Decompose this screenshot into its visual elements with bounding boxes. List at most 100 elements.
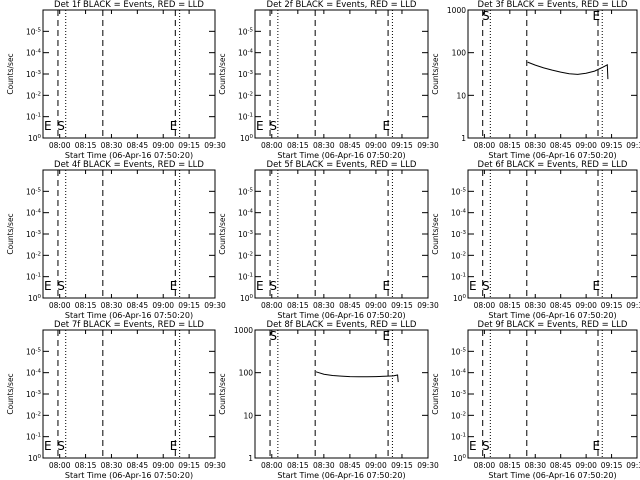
x-tick-label: 09:00 bbox=[152, 461, 174, 470]
y-tick-label: 10-1 bbox=[238, 113, 253, 122]
y-tick-label: 10-5 bbox=[26, 347, 42, 356]
y-tick-label: 10-1 bbox=[451, 273, 466, 282]
start-marker: S bbox=[57, 439, 65, 453]
panel-title: Det 7f BLACK = Events, RED = LLD bbox=[54, 320, 204, 330]
y-axis-label: Counts/sec bbox=[431, 373, 440, 414]
y-tick-label: 10-3 bbox=[238, 70, 254, 79]
plot-frame bbox=[42, 169, 216, 299]
plot-frame bbox=[467, 9, 638, 139]
y-tick-label: 10-5 bbox=[238, 187, 254, 196]
y-axis-label: Counts/sec bbox=[6, 53, 15, 94]
detector-panel: Det 8f BLACK = Events, RED = LLD 08:00 08:… bbox=[218, 320, 439, 480]
end-marker: E bbox=[170, 439, 178, 453]
y-axis-label: Counts/sec bbox=[431, 53, 440, 94]
x-tick-label: 08:45 bbox=[550, 301, 572, 310]
y-tick-label: 100 bbox=[453, 454, 467, 463]
end-marker: E bbox=[170, 279, 178, 293]
y-tick-label: 10-4 bbox=[26, 209, 42, 218]
end-marker: E bbox=[593, 9, 601, 23]
detector-panel: Det 4f BLACK = Events, RED = LLD 08:00 08:… bbox=[6, 160, 226, 320]
edge-marker: E bbox=[256, 279, 264, 293]
x-tick-label: 09:30 bbox=[417, 141, 439, 150]
x-tick-label: 08:15 bbox=[499, 461, 521, 470]
x-tick-label: 09:00 bbox=[575, 461, 597, 470]
x-tick-label: 08:45 bbox=[339, 141, 361, 150]
y-axis-label: Counts/sec bbox=[218, 373, 227, 414]
x-tick-label: 09:00 bbox=[152, 141, 174, 150]
y-tick-label: 10-3 bbox=[238, 230, 254, 239]
edge-marker: E bbox=[44, 119, 52, 133]
x-tick-label: 09:00 bbox=[365, 141, 387, 150]
y-tick-label: 10-4 bbox=[238, 49, 254, 58]
x-tick-label: 09:30 bbox=[626, 301, 640, 310]
event-rate-series bbox=[527, 61, 609, 80]
x-axis-label: Start Time (06-Apr-16 07:50:20) bbox=[277, 151, 405, 160]
x-tick-label: 08:30 bbox=[101, 141, 123, 150]
y-axis-label: Counts/sec bbox=[6, 213, 15, 254]
y-tick-label: 10-1 bbox=[26, 433, 41, 442]
edge-marker: E bbox=[469, 439, 477, 453]
y-tick-label: 1000 bbox=[234, 326, 253, 335]
x-axis-label: Start Time (06-Apr-16 07:50:20) bbox=[488, 151, 616, 160]
x-tick-label: 09:15 bbox=[178, 461, 200, 470]
x-tick-label: 08:30 bbox=[524, 141, 546, 150]
x-axis-label: Start Time (06-Apr-16 07:50:20) bbox=[488, 311, 616, 320]
y-tick-label: 10-4 bbox=[451, 369, 467, 378]
panel-title: Det 2f BLACK = Events, RED = LLD bbox=[267, 0, 417, 10]
y-tick-label: 10-1 bbox=[26, 273, 41, 282]
y-axis-label: Counts/sec bbox=[431, 213, 440, 254]
panel-title: Det 5f BLACK = Events, RED = LLD bbox=[267, 160, 417, 170]
y-tick-label: 1000 bbox=[447, 6, 466, 15]
x-tick-label: 09:15 bbox=[601, 461, 623, 470]
y-tick-label: 100 bbox=[239, 369, 254, 378]
end-marker: E bbox=[383, 119, 391, 133]
y-tick-label: 10-1 bbox=[238, 273, 253, 282]
y-tick-label: 10-2 bbox=[26, 91, 41, 100]
x-tick-label: 08:15 bbox=[499, 141, 521, 150]
x-tick-label: 08:30 bbox=[101, 301, 123, 310]
x-tick-label: 08:45 bbox=[127, 301, 149, 310]
plot-frame bbox=[42, 329, 216, 459]
x-tick-label: 08:15 bbox=[75, 301, 97, 310]
x-axis-label: Start Time (06-Apr-16 07:50:20) bbox=[65, 151, 193, 160]
x-tick-label: 08:15 bbox=[287, 141, 309, 150]
x-tick-label: 09:00 bbox=[575, 141, 597, 150]
y-tick-label: 100 bbox=[28, 454, 42, 463]
y-tick-label: 10-2 bbox=[238, 91, 253, 100]
x-tick-label: 09:30 bbox=[204, 141, 226, 150]
end-marker: E bbox=[593, 279, 601, 293]
y-axis-label: Counts/sec bbox=[6, 373, 15, 414]
start-marker: S bbox=[57, 279, 65, 293]
x-tick-label: 08:00 bbox=[474, 461, 496, 470]
panel-title: Det 6f BLACK = Events, RED = LLD bbox=[478, 160, 628, 170]
end-marker: E bbox=[383, 329, 391, 343]
start-marker: S bbox=[269, 279, 277, 293]
event-rate-series bbox=[315, 371, 399, 383]
x-tick-label: 08:45 bbox=[550, 141, 572, 150]
y-tick-label: 10-5 bbox=[451, 187, 467, 196]
detector-panel: Det 5f BLACK = Events, RED = LLD 08:00 08:… bbox=[218, 160, 439, 320]
x-tick-label: 08:45 bbox=[127, 461, 149, 470]
plot-frame bbox=[254, 9, 429, 139]
start-marker: S bbox=[269, 119, 277, 133]
x-tick-label: 08:45 bbox=[339, 461, 361, 470]
x-tick-label: 08:30 bbox=[313, 461, 335, 470]
x-tick-label: 08:30 bbox=[101, 461, 123, 470]
edge-marker: E bbox=[256, 119, 264, 133]
y-tick-label: 10-3 bbox=[451, 230, 467, 239]
x-tick-label: 08:45 bbox=[550, 461, 572, 470]
start-marker: S bbox=[57, 119, 65, 133]
y-tick-label: 10-3 bbox=[451, 390, 467, 399]
x-axis-label: Start Time (06-Apr-16 07:50:20) bbox=[488, 471, 616, 480]
y-tick-label: 10-3 bbox=[26, 390, 42, 399]
y-tick-label: 1 bbox=[461, 134, 466, 143]
x-tick-label: 08:45 bbox=[127, 141, 149, 150]
y-tick-label: 10-5 bbox=[26, 187, 42, 196]
x-tick-label: 08:15 bbox=[75, 141, 97, 150]
plot-frame bbox=[42, 9, 216, 139]
x-tick-label: 09:30 bbox=[204, 461, 226, 470]
x-tick-label: 09:15 bbox=[178, 141, 200, 150]
x-tick-label: 08:00 bbox=[49, 141, 71, 150]
